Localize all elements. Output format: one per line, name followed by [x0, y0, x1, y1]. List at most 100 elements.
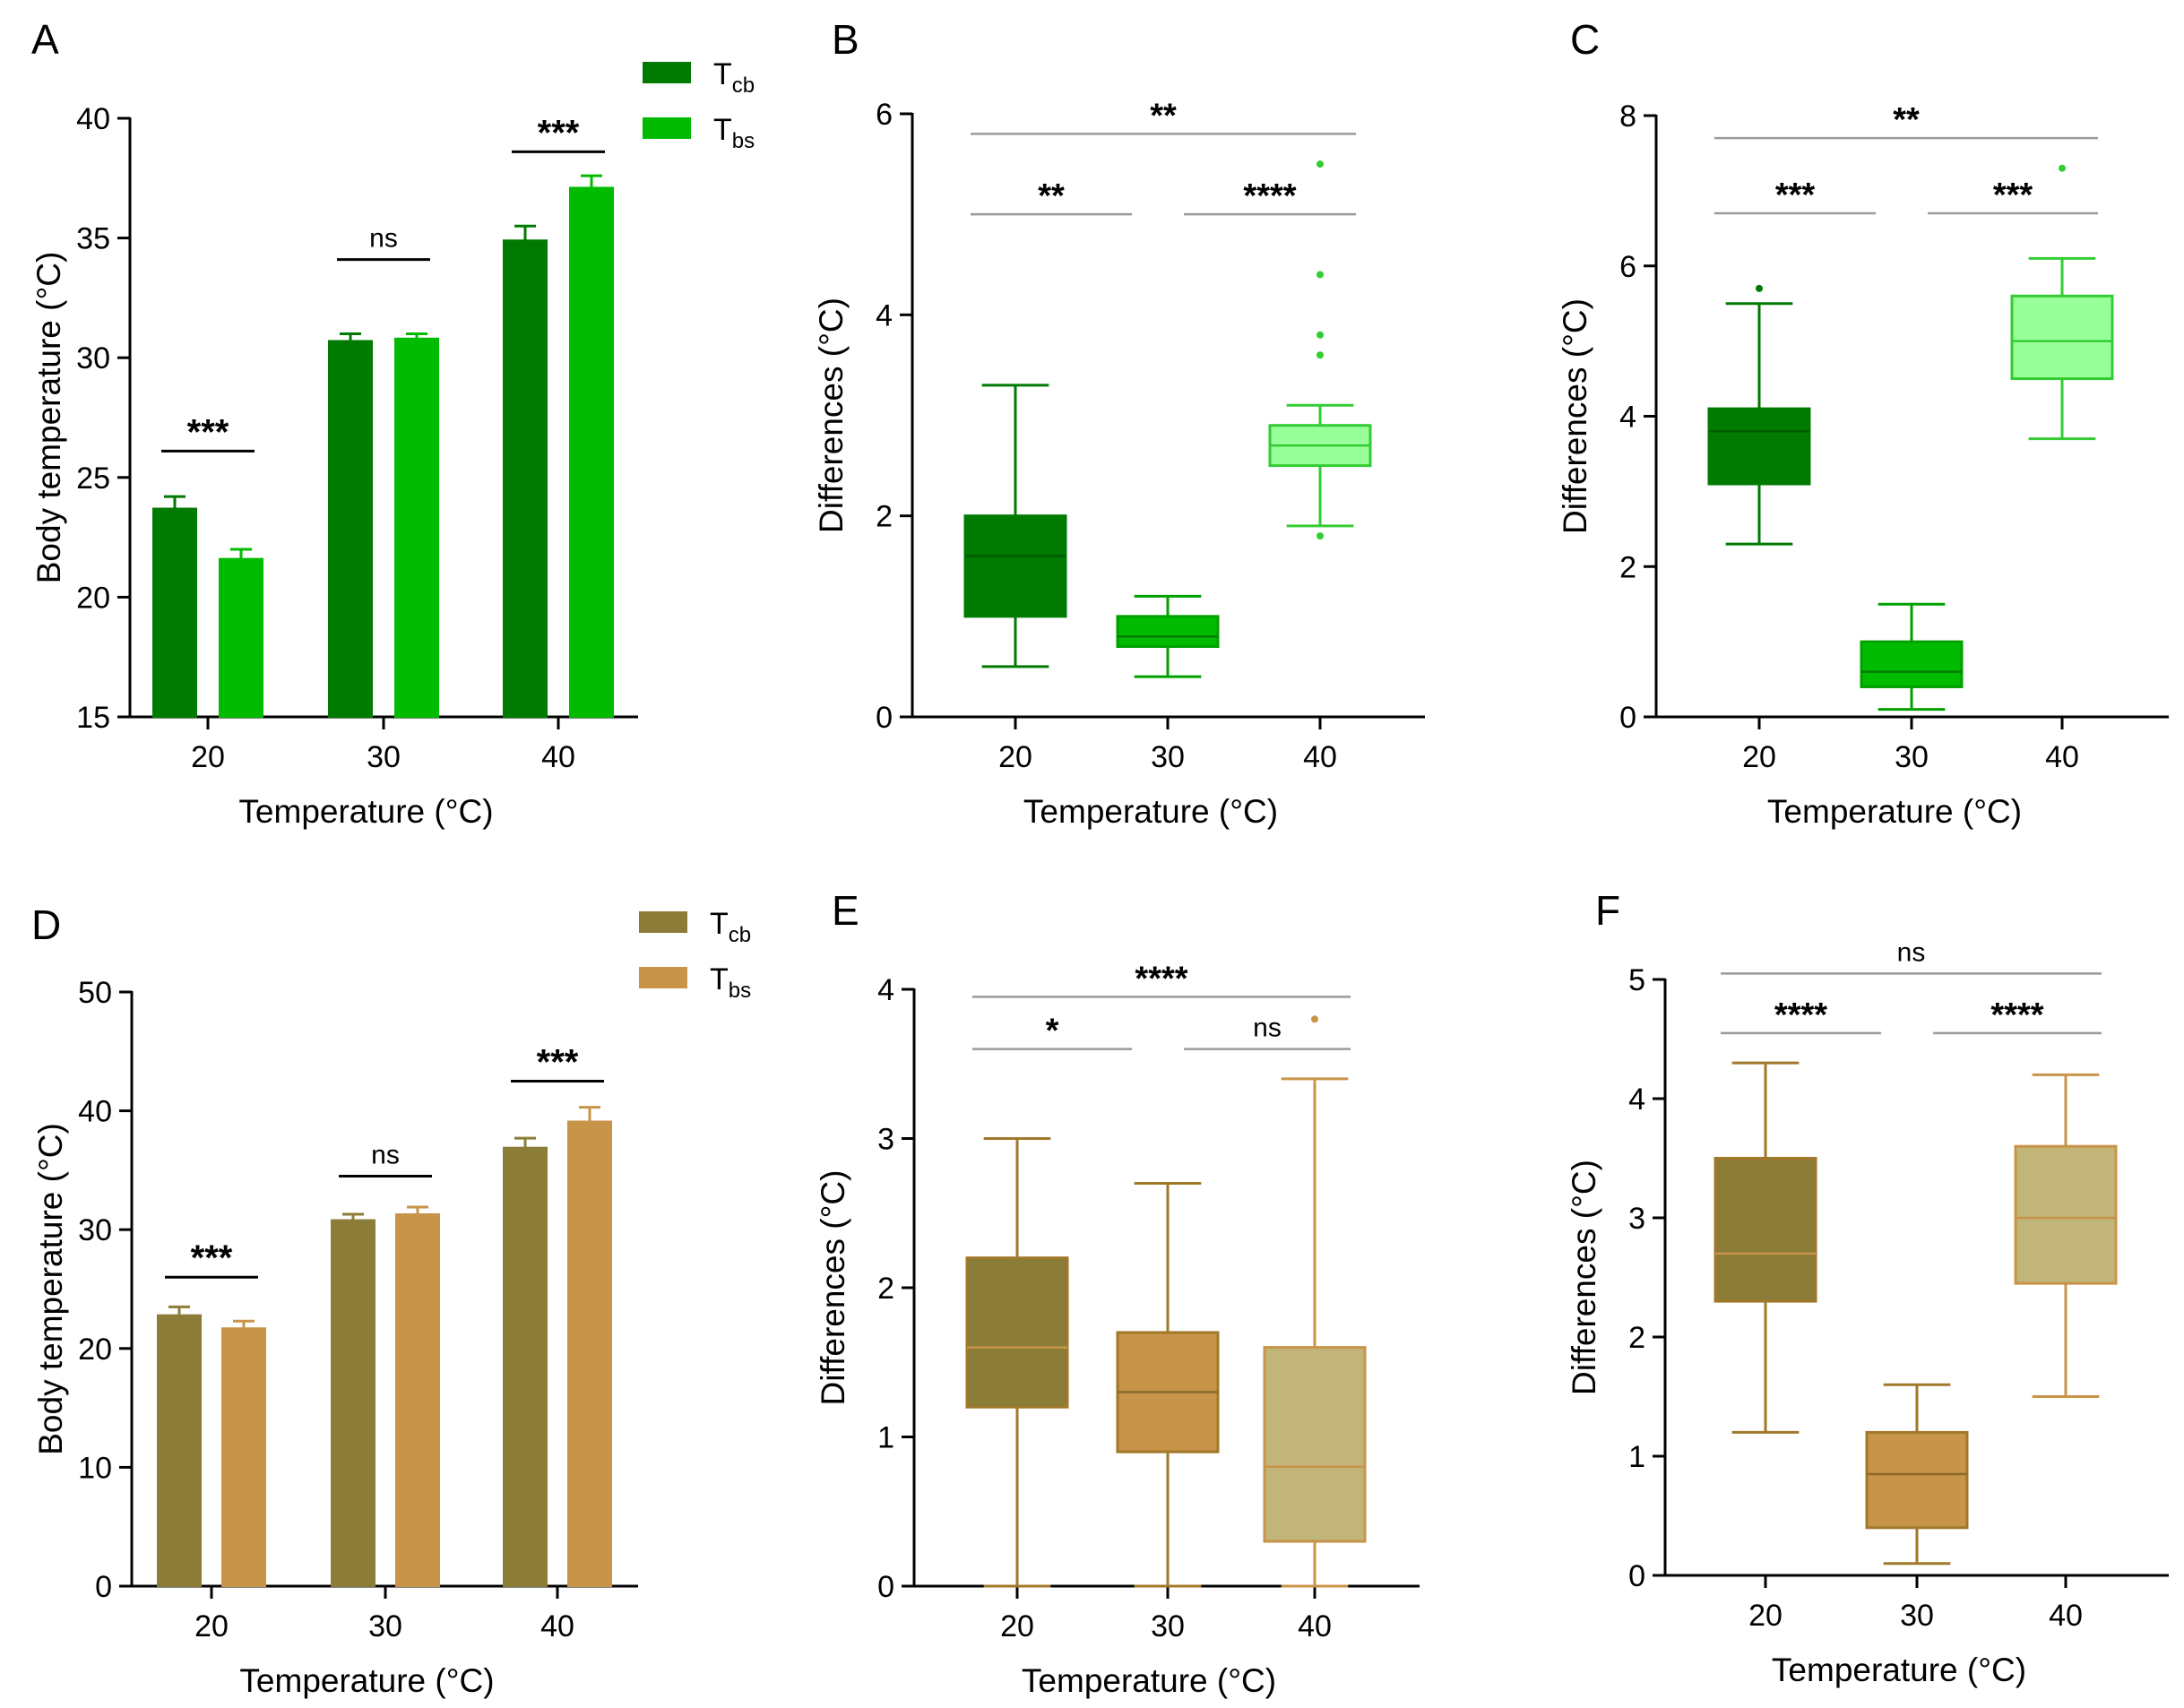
outlier-point [1316, 271, 1324, 279]
y-tick-label: 0 [95, 1570, 112, 1604]
y-axis-label: Differences (°C) [1557, 298, 1593, 534]
y-tick-label: 6 [1619, 250, 1636, 284]
bracket-label: ** [1150, 97, 1177, 134]
box [1714, 1157, 1817, 1303]
y-tick-label: 30 [76, 341, 110, 375]
box [965, 1256, 1069, 1409]
bracket-label: ** [1038, 177, 1065, 215]
bracket-label: ** [1893, 101, 1920, 139]
x-tick-label: 20 [1742, 740, 1776, 774]
legend-label: Tbs [710, 962, 751, 1003]
box [1865, 1430, 1969, 1530]
y-tick-label: 4 [1619, 401, 1636, 435]
panel-letter: C [1570, 16, 1600, 63]
y-tick-label: 2 [1619, 550, 1636, 584]
x-tick-label: 30 [1151, 740, 1185, 774]
y-tick-label: 2 [876, 500, 893, 534]
legend-label: Tcb [713, 57, 755, 98]
bar [219, 557, 263, 719]
y-tick-label: 0 [1628, 1559, 1645, 1593]
bracket-label: *** [1775, 177, 1816, 214]
panel-a: 15 20 25 30 35 40 20 30 40 Temperature (°C) Body t… [30, 16, 755, 830]
significance-label: *** [538, 113, 580, 152]
bracket-label: **** [1135, 960, 1187, 997]
x-tick-label: 40 [541, 740, 575, 774]
panel-e: 0 1 2 3 4 20 30 40 Temperature (°C) Differences (… [815, 887, 1420, 1699]
y-tick-label: 4 [877, 973, 894, 1007]
bracket-label: **** [1774, 996, 1827, 1034]
y-tick-label: 40 [78, 1095, 112, 1129]
outlier-point [1316, 160, 1324, 168]
box [2014, 1144, 2118, 1285]
y-tick-label: 1 [877, 1421, 894, 1455]
box [1860, 640, 1964, 688]
x-tick-label: 20 [191, 740, 225, 774]
legend-swatch [639, 911, 687, 933]
y-axis-label: Differences (°C) [813, 298, 850, 533]
x-tick-label: 20 [194, 1609, 229, 1643]
bracket-label: ns [1253, 1014, 1282, 1043]
y-tick-label: 6 [876, 98, 893, 132]
x-axis-label: Temperature (°C) [1772, 1652, 2026, 1688]
outlier-point [1316, 532, 1324, 540]
bracket-label: *** [1993, 177, 2033, 214]
significance-label: ns [371, 1141, 400, 1170]
panel-letter: A [31, 16, 59, 63]
y-tick-label: 0 [877, 1570, 894, 1604]
box [963, 514, 1067, 618]
outlier-point [1316, 351, 1324, 359]
legend-swatch [643, 62, 691, 83]
y-tick-label: 8 [1619, 99, 1636, 134]
panel-f: 0 1 2 3 4 5 20 30 40 Temperature (°C) Differences … [1566, 887, 2169, 1688]
bar [567, 1120, 612, 1588]
x-tick-label: 40 [1303, 740, 1337, 774]
box [2010, 294, 2114, 381]
y-tick-label: 2 [877, 1272, 894, 1306]
y-tick-label: 30 [78, 1213, 112, 1247]
significance-label: *** [187, 412, 229, 452]
y-tick-label: 40 [76, 102, 110, 136]
significance-label: ns [369, 224, 398, 254]
bar [503, 239, 548, 719]
y-tick-label: 3 [1628, 1202, 1645, 1236]
y-tick-label: 25 [76, 462, 110, 496]
panel-letter: E [832, 887, 859, 934]
outlier-point [1756, 284, 1763, 292]
box [1116, 615, 1220, 648]
bracket-label: * [1046, 1013, 1059, 1050]
panel-c: 0 2 4 6 8 20 30 40 Temperature (°C) Differences (… [1557, 16, 2169, 830]
legend-swatch [643, 117, 691, 139]
legend-swatch [639, 967, 687, 988]
panel-d: 0 10 20 30 40 50 20 30 40 Temperature (°C) Body te… [31, 901, 751, 1699]
bar [395, 1212, 440, 1588]
y-tick-label: 0 [876, 701, 893, 735]
x-tick-label: 40 [2049, 1599, 2083, 1633]
y-tick-label: 15 [76, 701, 110, 735]
x-axis-label: Temperature (°C) [239, 1662, 494, 1699]
bracket-label: ns [1897, 937, 1926, 967]
box [1707, 407, 1811, 486]
x-tick-label: 30 [367, 740, 401, 774]
y-tick-label: 35 [76, 222, 110, 256]
x-tick-label: 30 [1151, 1609, 1185, 1643]
outlier-point [1316, 331, 1324, 339]
x-tick-label: 40 [2045, 740, 2079, 774]
bar [221, 1327, 266, 1588]
significance-label: *** [191, 1238, 233, 1278]
panel-b: 0 2 4 6 20 30 40 Temperature (°C) Differences (°… [813, 16, 1425, 830]
y-tick-label: 20 [76, 581, 110, 615]
y-tick-label: 20 [78, 1333, 112, 1367]
bar [328, 340, 373, 718]
x-tick-label: 20 [1748, 1599, 1783, 1633]
y-tick-label: 0 [1619, 701, 1636, 735]
y-tick-label: 4 [876, 298, 893, 332]
panel-letter: F [1595, 887, 1620, 934]
y-tick-label: 4 [1628, 1083, 1645, 1117]
y-tick-label: 10 [78, 1451, 112, 1485]
x-tick-label: 30 [1895, 740, 1929, 774]
outlier-point [2059, 164, 2066, 172]
outlier-point [1311, 1015, 1318, 1023]
bar [157, 1314, 202, 1587]
bracket-label: **** [1990, 996, 2043, 1034]
